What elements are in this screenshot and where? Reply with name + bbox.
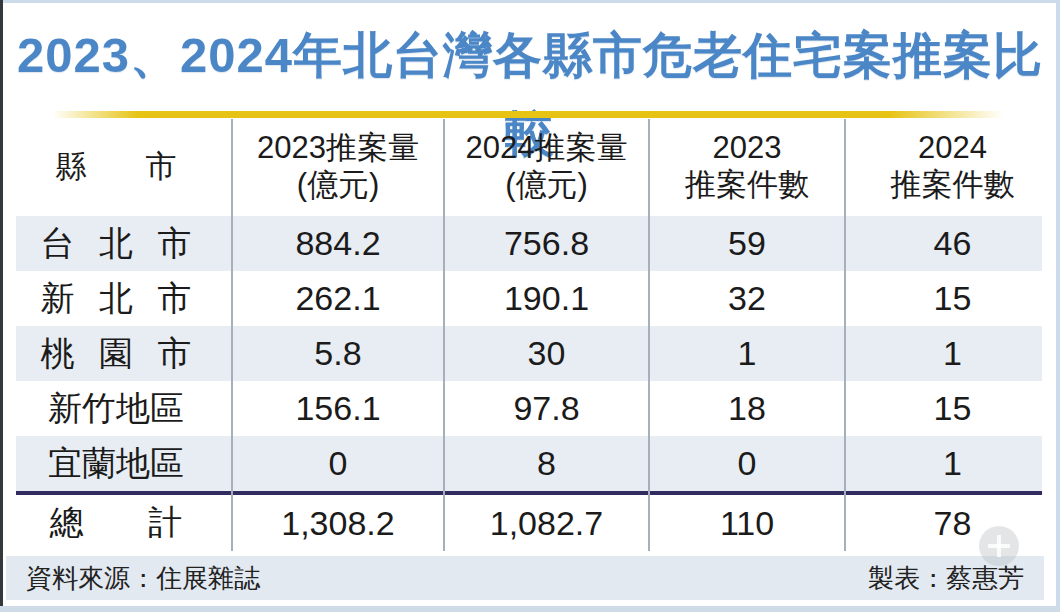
column-divider: [231, 119, 233, 551]
source-text: 資料來源：住展雜誌: [26, 561, 260, 596]
cell-city: 新北市: [0, 276, 232, 322]
cell-2024-count: 15: [845, 389, 1060, 428]
cell-2024-volume: 30: [444, 334, 649, 373]
cell-2024-count: 15: [845, 279, 1060, 318]
cell-2023-count: 59: [649, 224, 845, 263]
left-edge-strip: [0, 0, 3, 612]
cell-city: 宜蘭地區: [0, 441, 232, 487]
zoom-plus-icon[interactable]: [979, 526, 1019, 566]
cell-city: 新竹地區: [0, 386, 232, 432]
infographic-card: 2023、2024年北台灣各縣市危老住宅案推案比較 縣市 2023推案量 (億元…: [0, 0, 1060, 612]
cell-total-2024-count: 78: [845, 504, 1060, 543]
cell-2023-volume: 5.8: [232, 334, 444, 373]
cell-2023-count: 1: [649, 334, 845, 373]
cell-2023-count: 0: [649, 444, 845, 483]
cell-total-2023-volume: 1,308.2: [232, 504, 444, 543]
cell-2023-count: 32: [649, 279, 845, 318]
cell-2023-volume: 262.1: [232, 279, 444, 318]
cell-2024-volume: 756.8: [444, 224, 649, 263]
col-header-city: 縣市: [0, 149, 232, 186]
total-row: 總計 1,308.2 1,082.7 110 78: [0, 495, 1060, 551]
cell-2024-count: 46: [845, 224, 1060, 263]
cell-2024-count: 1: [845, 444, 1060, 483]
cell-2023-volume: 884.2: [232, 224, 444, 263]
table-row: 桃園市 5.8 30 1 1: [0, 326, 1060, 381]
column-divider: [844, 119, 846, 551]
cell-2024-volume: 190.1: [444, 279, 649, 318]
column-divider: [443, 119, 445, 551]
cell-2024-volume: 8: [444, 444, 649, 483]
cell-city: 台北市: [0, 221, 232, 267]
cell-2023-volume: 0: [232, 444, 444, 483]
col-header-2023-count: 2023 推案件數: [649, 130, 845, 203]
table-row: 新竹地區 156.1 97.8 18 15: [0, 381, 1060, 436]
col-header-2024-volume: 2024推案量 (億元): [444, 130, 649, 203]
col-header-2024-count: 2024 推案件數: [845, 130, 1060, 203]
top-edge-strip: [0, 0, 1060, 3]
cell-total-2024-volume: 1,082.7: [444, 504, 649, 543]
title-underline: [52, 111, 1004, 118]
cell-2023-count: 18: [649, 389, 845, 428]
table-header-row: 縣市 2023推案量 (億元) 2024推案量 (億元) 2023 推案件數 2…: [0, 118, 1060, 216]
column-divider: [648, 119, 650, 551]
table-row: 新北市 262.1 190.1 32 15: [0, 271, 1060, 326]
cell-2024-count: 1: [845, 334, 1060, 373]
cell-total-2023-count: 110: [649, 504, 845, 543]
table-row: 宜蘭地區 0 8 0 1: [0, 436, 1060, 491]
right-edge-strip: [1056, 0, 1060, 612]
cell-city: 桃園市: [0, 331, 232, 377]
col-header-2023-volume: 2023推案量 (億元): [232, 130, 444, 203]
cell-2024-volume: 97.8: [444, 389, 649, 428]
table-row: 台北市 884.2 756.8 59 46: [0, 216, 1060, 271]
bottom-edge-strip: [0, 606, 1060, 612]
footer: 資料來源：住展雜誌 製表：蔡惠芳: [6, 556, 1044, 600]
cell-total-label: 總計: [0, 500, 232, 546]
cell-2023-volume: 156.1: [232, 389, 444, 428]
